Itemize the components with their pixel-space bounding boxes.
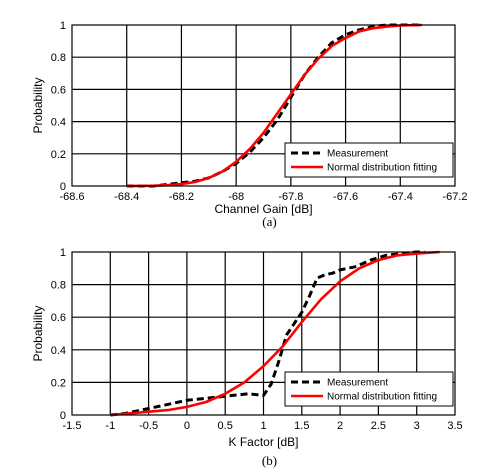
panel-caption: (a)	[262, 214, 276, 229]
y-tick-label: 0	[60, 181, 66, 193]
x-tick-label: -67.2	[442, 191, 467, 203]
axes-frame	[71, 251, 456, 416]
x-tick-label: 1	[260, 420, 266, 432]
x-tick-label: 0.5	[218, 420, 233, 432]
x-tick-label: 0	[184, 420, 190, 432]
y-tick-label: 0	[60, 410, 66, 422]
x-axis-label: Channel Gain [dB]	[214, 202, 312, 216]
y-tick-label: 0.6	[51, 312, 66, 324]
y-tick-label: 0.6	[51, 84, 66, 96]
x-tick-label: 1.5	[294, 420, 309, 432]
y-tick-label: 0.4	[51, 345, 66, 357]
x-tick-label: -67.8	[278, 191, 303, 203]
y-tick-label: 0.8	[51, 280, 66, 292]
x-tick-label: 2	[337, 420, 343, 432]
x-tick-label: 2.5	[371, 420, 386, 432]
legend-box	[284, 371, 454, 407]
panel-caption: (b)	[262, 453, 277, 468]
legend-label: Measurement	[327, 149, 388, 160]
series-line-normal-fit	[126, 23, 423, 188]
x-axis-label: K Factor [dB]	[228, 435, 298, 449]
series-line-normal-fit	[110, 250, 440, 417]
y-tick-label: 1	[60, 20, 66, 32]
legend-box	[284, 142, 454, 178]
x-tick-label: -1.5	[63, 420, 82, 432]
x-tick-label: -68.6	[59, 191, 84, 203]
chart-panel-a: -68.6 -68.4 -68.2 -68 -67.8 -67.6 -67.4 -67.2 0 0…	[31, 20, 468, 229]
y-tick-label: 0.2	[51, 377, 66, 389]
series-line-measurement	[110, 250, 425, 417]
x-tick-label: -68	[228, 191, 244, 203]
x-tick-label: 3	[414, 420, 420, 432]
y-tick-label: 0.8	[51, 52, 66, 64]
legend-label: Normal distribution fitting	[327, 392, 437, 403]
y-tick-label: 0.2	[51, 149, 66, 161]
y-tick-label: 1	[60, 247, 66, 259]
x-tick-label: -67.6	[333, 191, 358, 203]
x-tick-label: -0.5	[139, 420, 158, 432]
y-axis-label: Probability	[31, 305, 45, 361]
x-tick-label: -1	[105, 420, 115, 432]
axes-frame	[71, 24, 456, 187]
chart-panel-b: -1.5 -1 -0.5 0 0.5 1 1.5 2 2.5 3 3.5 0 0.2 0.4 0.6 0.8 1…	[31, 247, 463, 468]
x-tick-label: -68.2	[169, 191, 194, 203]
legend-label: Measurement	[327, 378, 388, 389]
y-tick-label: 0.4	[51, 117, 66, 129]
y-axis-label: Probability	[31, 77, 45, 133]
x-tick-label: 3.5	[447, 420, 462, 432]
legend-label: Normal distribution fitting	[327, 163, 437, 174]
legend: Measurement Normal distribution fitting	[284, 371, 454, 407]
x-tick-label: -68.4	[114, 191, 139, 203]
legend: Measurement Normal distribution fitting	[284, 142, 454, 178]
x-tick-label: -67.4	[388, 191, 413, 203]
